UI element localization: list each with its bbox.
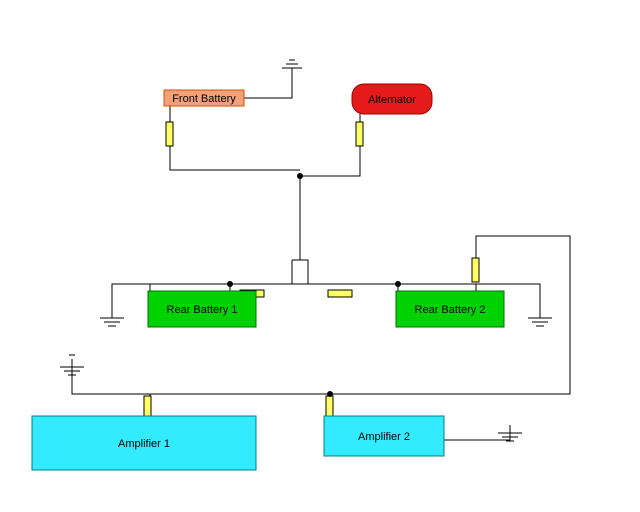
rear_batt1-box: Rear Battery 1 — [148, 291, 256, 327]
front_battery-label: Front Battery — [172, 93, 236, 105]
alternator-box: Alternator — [352, 84, 432, 114]
fuse-icon — [356, 122, 363, 146]
junction-node — [395, 281, 401, 287]
fuse-icon — [472, 258, 479, 282]
front_battery-box: Front Battery — [164, 90, 244, 106]
alternator-label: Alternator — [368, 94, 416, 106]
amp1-label: Amplifier 1 — [118, 438, 170, 450]
rear_batt2-label: Rear Battery 2 — [415, 304, 486, 316]
amp1-box: Amplifier 1 — [32, 416, 256, 470]
amp2-box: Amplifier 2 — [324, 416, 444, 456]
junction-node — [327, 391, 333, 397]
fuse-icon — [328, 290, 352, 297]
junction-node — [297, 173, 303, 179]
fuse-icon — [166, 122, 173, 146]
rear_batt1-label: Rear Battery 1 — [167, 304, 238, 316]
junction-node — [227, 281, 233, 287]
rear_batt2-box: Rear Battery 2 — [396, 291, 504, 327]
amp2-label: Amplifier 2 — [358, 431, 410, 443]
